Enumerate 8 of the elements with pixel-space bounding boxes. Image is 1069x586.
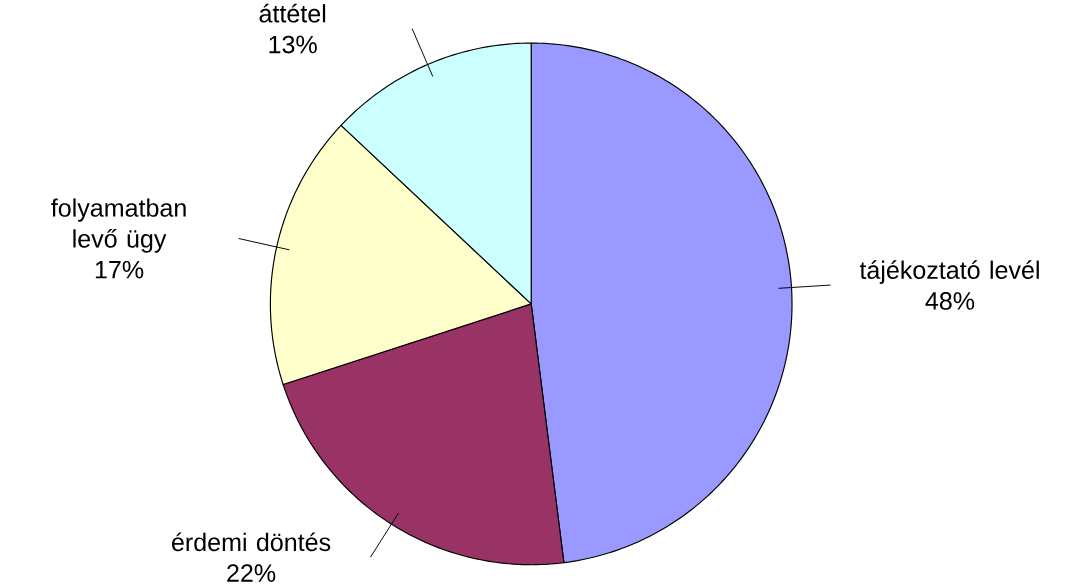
data-label: 22%: [227, 564, 276, 583]
data-label: 17%: [95, 261, 144, 279]
legend-label: érdemi döntés: [172, 532, 331, 552]
slice-label: tájékoztató levél: [859, 260, 1039, 285]
slice-label: folyamatban levő ügy: [51, 198, 186, 253]
slice-label: áttétel: [259, 3, 326, 23]
data-label: 48%: [925, 292, 975, 310]
data-label: 13%: [269, 35, 317, 54]
